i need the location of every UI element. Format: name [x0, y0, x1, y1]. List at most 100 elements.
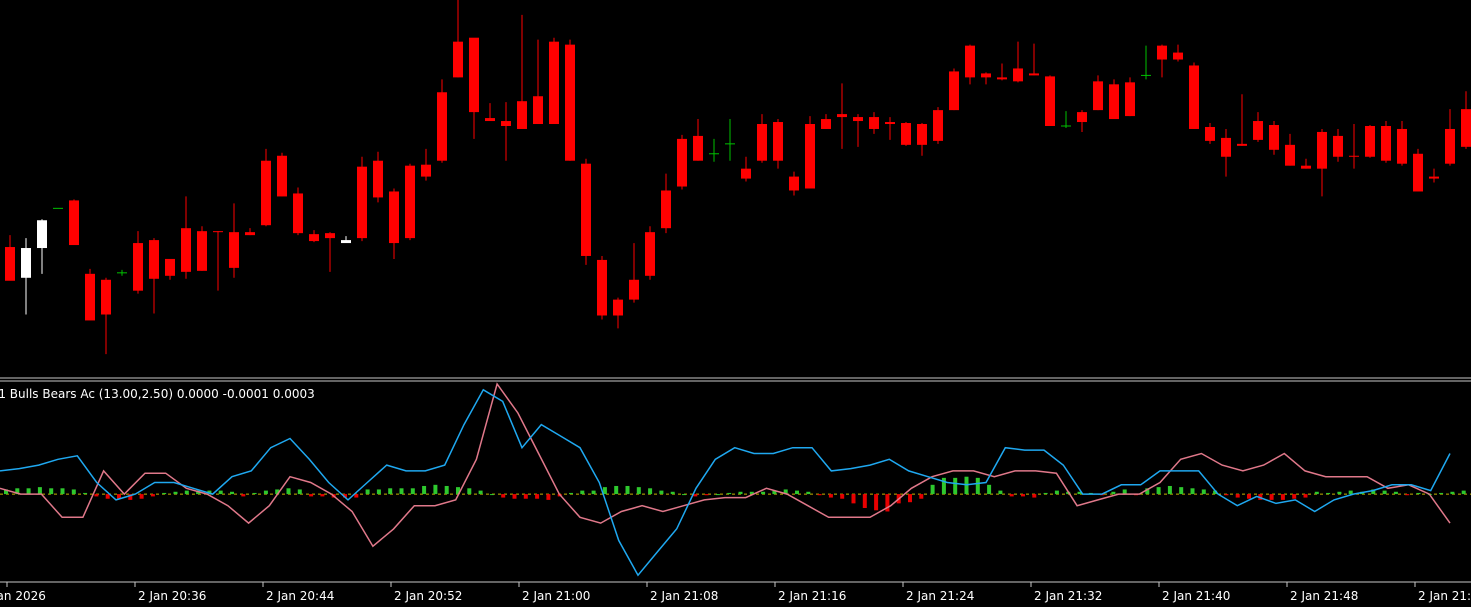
histogram-bar — [173, 491, 178, 495]
candle-body — [373, 160, 383, 198]
histogram-bar — [987, 484, 992, 495]
price-panel[interactable] — [5, 0, 1471, 355]
candle-body — [389, 191, 399, 244]
histogram-bar — [546, 494, 551, 500]
histogram-bar — [1461, 490, 1466, 495]
histogram-bar — [478, 490, 483, 495]
histogram-bar — [1235, 494, 1240, 498]
candle-body — [165, 258, 175, 276]
candle-body — [597, 259, 607, 316]
histogram-bar — [489, 494, 494, 496]
histogram-bar — [444, 485, 449, 495]
candle-body — [629, 279, 639, 300]
histogram-bar — [1371, 489, 1376, 495]
candle-body — [197, 231, 207, 271]
histogram-bar — [263, 490, 268, 495]
time-label: 2 Jan 21:48 — [1290, 589, 1358, 603]
histogram-bar — [286, 488, 291, 495]
histogram-bar — [49, 488, 54, 495]
histogram-bar — [648, 488, 653, 495]
candle-body — [1045, 76, 1055, 126]
histogram-bar — [422, 485, 427, 495]
histogram-bar — [275, 489, 280, 495]
histogram-bar — [1348, 490, 1353, 495]
time-label: 2 Jan 21:00 — [522, 589, 590, 603]
candle-body — [1317, 131, 1327, 169]
candle-body — [549, 41, 559, 125]
histogram-bar — [15, 488, 20, 495]
histogram-bar — [919, 494, 924, 499]
histogram-bar — [399, 488, 404, 495]
histogram-bar — [1382, 490, 1387, 495]
candle-body — [1221, 137, 1231, 157]
candle-body — [181, 228, 191, 272]
bulls-line — [0, 388, 1451, 577]
candle-body — [693, 135, 703, 161]
candle-body — [261, 160, 271, 226]
candle-body — [965, 45, 975, 78]
time-axis: Jan 2026 2 Jan 20:36 2 Jan 20:44 2 Jan 20:5… — [0, 582, 1471, 603]
time-label: 2 Jan 20:52 — [394, 589, 462, 603]
histogram-bar — [501, 494, 506, 498]
time-label: 2 Jan 20:36 — [138, 589, 206, 603]
histogram-bar — [614, 485, 619, 495]
histogram-bar — [783, 489, 788, 495]
candle-body — [741, 168, 751, 179]
candle-body — [1205, 126, 1215, 141]
histogram-bar — [828, 494, 833, 498]
time-label: Jan 2026 — [0, 589, 46, 603]
histogram-bar — [1156, 487, 1161, 495]
histogram-bar — [591, 490, 596, 495]
histogram-bar — [1314, 491, 1319, 495]
histogram-bar — [26, 488, 31, 495]
candle-body — [1413, 153, 1423, 192]
histogram-bar — [953, 477, 958, 495]
histogram-bar — [1021, 494, 1025, 497]
candle-body — [901, 123, 911, 145]
histogram-bar — [636, 487, 641, 495]
candle-body — [1157, 45, 1167, 60]
candle-body — [421, 164, 431, 177]
histogram-bar — [1043, 492, 1048, 495]
histogram-bar — [998, 490, 1003, 495]
histogram-bar — [738, 491, 743, 495]
histogram-bar — [874, 494, 879, 511]
candle-body — [1093, 81, 1103, 111]
candle-body — [1429, 176, 1439, 179]
histogram-bar — [1337, 491, 1342, 495]
time-label: 2 Jan 21:16 — [778, 589, 846, 603]
indicator-panel[interactable]: M1 Bulls Bears Ac (13.00,2.50) 0.0000 -0… — [0, 382, 1471, 577]
histogram-bar — [252, 492, 257, 495]
time-label: 2 Jan 21:40 — [1162, 589, 1230, 603]
time-label: 2 Jan 21:08 — [650, 589, 718, 603]
histogram-bar — [309, 494, 314, 497]
histogram-bar — [354, 494, 359, 498]
indicator-title: M1 Bulls Bears Ac (13.00,2.50) 0.0000 -0… — [0, 387, 315, 401]
histogram-bar — [1326, 492, 1331, 495]
candle-body — [661, 190, 671, 229]
candle-body — [1077, 112, 1087, 123]
histogram-bar — [885, 494, 890, 512]
histogram-bar — [241, 494, 246, 497]
histogram-bar — [523, 494, 528, 499]
histogram-bar — [60, 488, 65, 495]
candle-body — [805, 124, 815, 189]
histogram-bar — [761, 491, 766, 495]
histogram-bar — [512, 494, 517, 499]
candle-body — [837, 114, 847, 118]
histogram-bar — [184, 490, 189, 495]
candle-body — [1381, 125, 1391, 161]
histogram-bar — [659, 490, 664, 495]
histogram-bar — [37, 487, 42, 495]
histogram-bar — [343, 494, 347, 498]
histogram-bar — [320, 494, 325, 497]
histogram-bar — [1009, 494, 1014, 497]
candle-body — [853, 117, 863, 122]
histogram-bar — [117, 494, 121, 499]
histogram-bar — [139, 494, 144, 499]
histogram-bar — [806, 491, 811, 495]
candle-body — [325, 233, 335, 239]
histogram-bar — [817, 494, 822, 496]
